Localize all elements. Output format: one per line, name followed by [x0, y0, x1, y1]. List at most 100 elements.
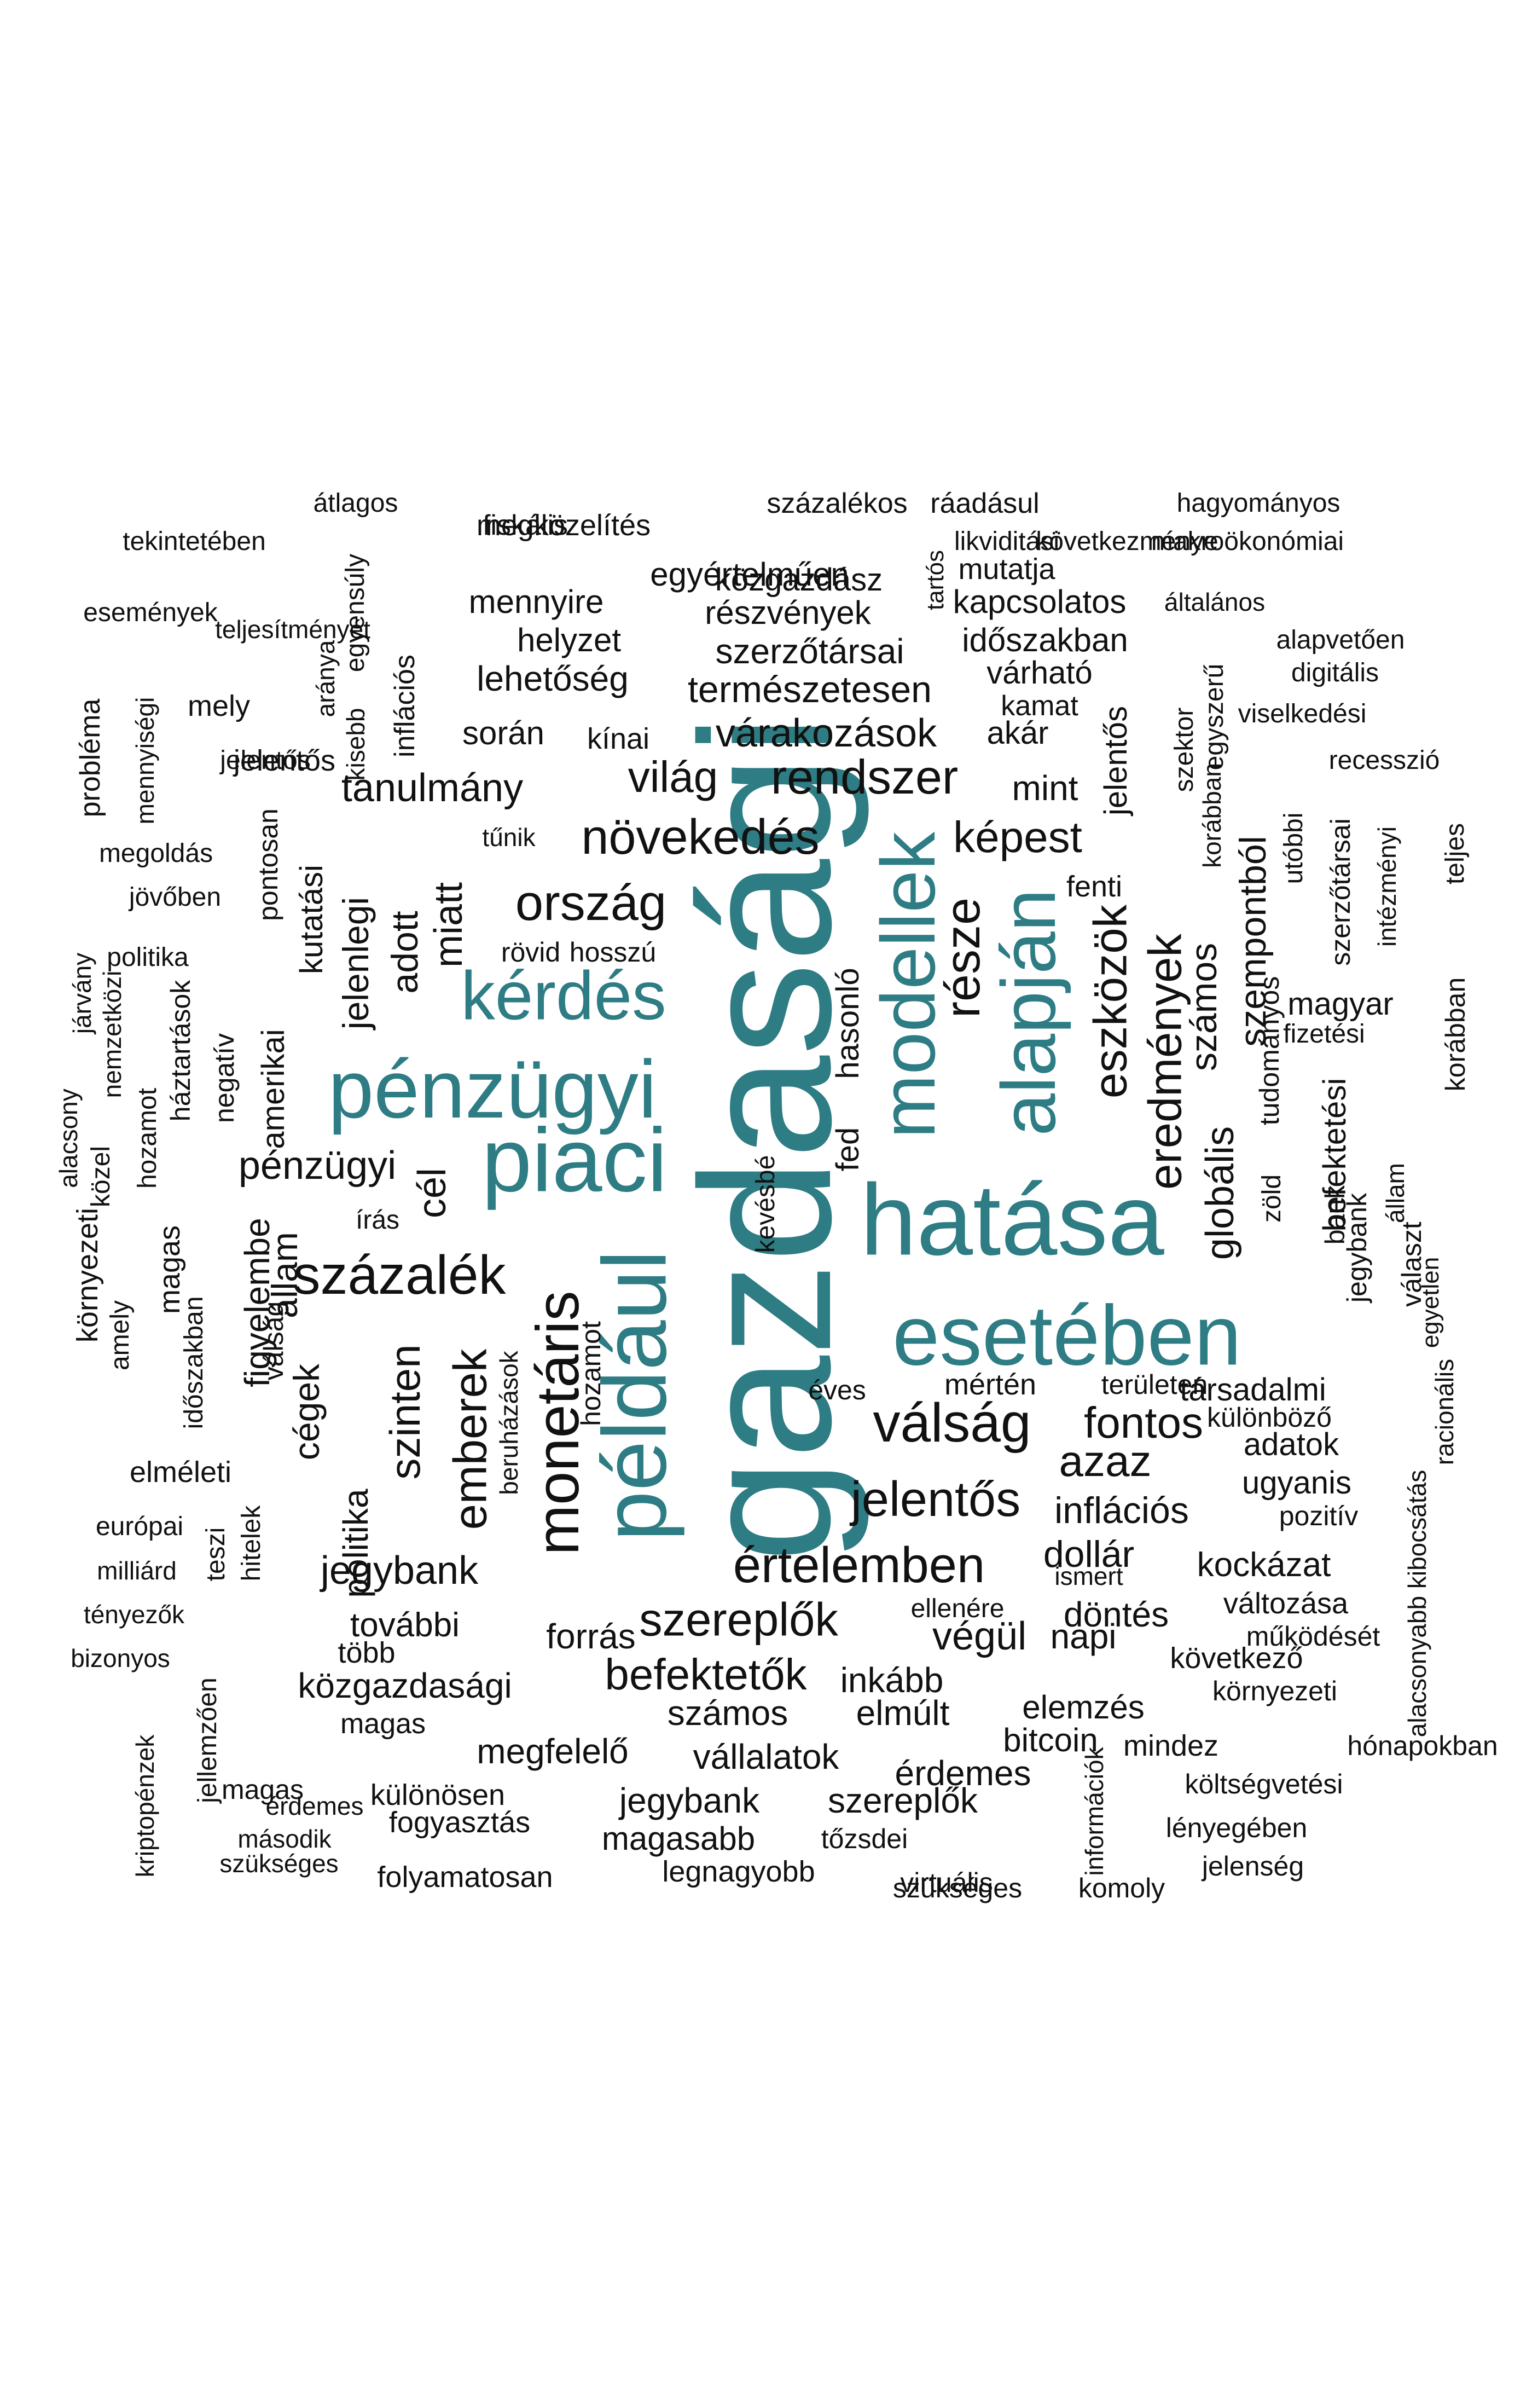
word-nemzetkozi: nemzetközi: [98, 970, 126, 1098]
word-valsag: válság: [258, 1301, 289, 1381]
word-tekinteteben: tekintetében: [123, 527, 266, 556]
word-hatasa: hatása: [860, 1164, 1164, 1277]
word-rendszer: rendszer: [770, 750, 959, 804]
word-szereplok: szereplők: [828, 1781, 978, 1820]
word-makrookonomiai: makroökonómiai: [1151, 527, 1344, 556]
word-jarvany: járvány: [68, 952, 96, 1034]
word-idoszakban: időszakban: [179, 1296, 208, 1429]
word-raadasul: ráadásul: [930, 488, 1040, 519]
word-utobbi: utóbbi: [1279, 812, 1308, 884]
word-szereplok: szereplők: [639, 1594, 838, 1646]
word-novekedes: növekedés: [581, 810, 820, 865]
word-teljesitmenyet: teljesítményét: [215, 615, 370, 644]
word-jelenlegi: jelenlegi: [335, 896, 376, 1030]
word-recesszio: recesszió: [1328, 746, 1440, 775]
word-tovabbi: további: [350, 1606, 460, 1644]
word-allam: állam: [1381, 1163, 1409, 1223]
word-vilag: világ: [628, 752, 718, 801]
word-eredmenyek: eredmények: [1139, 934, 1192, 1190]
word-kepest: képest: [953, 813, 1082, 861]
word-jelentos: jelentős: [220, 746, 311, 775]
word-jelenseg: jelenség: [1202, 1851, 1304, 1882]
word-valtozasa: változása: [1223, 1587, 1349, 1620]
word-kovetkezo: következő: [1170, 1642, 1303, 1675]
word-erdemes: érdemes: [895, 1753, 1031, 1793]
word-kriptopenzek: kriptopénzek: [131, 1734, 159, 1878]
word-resze: része: [936, 897, 990, 1018]
word-teljes: teljes: [1441, 823, 1470, 885]
word-szukseges: szükséges: [219, 1849, 339, 1878]
word-soran: során: [462, 715, 545, 751]
word-tanulmany: tanulmány: [341, 766, 524, 810]
word-adott: adott: [384, 911, 426, 994]
word-tenyezok: tényezők: [83, 1600, 185, 1629]
word-jegybank: jegybank: [1342, 1193, 1372, 1303]
word-valsag: válság: [873, 1392, 1031, 1454]
word-virtualis: virtuális: [900, 1867, 993, 1898]
word-zold: zöld: [1257, 1174, 1286, 1223]
word-jegybank: jegybank: [619, 1781, 760, 1820]
word-fed: fed: [830, 1127, 866, 1172]
word-haztartasok: háztartások: [165, 980, 196, 1122]
word-kevesbe: kevésbé: [751, 1155, 780, 1253]
word-piaci: piaci: [481, 1109, 668, 1211]
word-tozsdei: tőzsdei: [821, 1824, 908, 1854]
word-kornyezeti: környezeti: [71, 1207, 104, 1343]
word-reszvenyek: részvények: [705, 594, 871, 631]
word-akar: akár: [986, 715, 1049, 751]
word-szazalekos: százalékos: [767, 488, 908, 519]
word-masodik: második: [237, 1825, 332, 1853]
word-korabban: korábban: [1440, 977, 1471, 1092]
word-mennyire: mennyire: [468, 583, 604, 620]
word-mely: mely: [187, 690, 251, 722]
word-emberek: emberek: [444, 1348, 497, 1530]
word-fenti: fenti: [1066, 870, 1123, 903]
word-fiskalis: fiskális: [482, 510, 568, 541]
word-merten: mértén: [944, 1368, 1037, 1401]
word-fogyasztas: fogyasztás: [388, 1806, 531, 1839]
word-viselkedesi: viselkedési: [1238, 699, 1367, 728]
word-kornyezeti: környezeti: [1212, 1676, 1337, 1706]
word-negativ: negatív: [209, 1033, 240, 1124]
word-beruhazasok: beruházások: [495, 1351, 523, 1495]
word-egyertelmuen: egyértelműen: [650, 556, 849, 593]
word-azaz: azaz: [1059, 1437, 1152, 1485]
word-szukseges: szükséges: [892, 1873, 1023, 1903]
word-fizetesi: fizetési: [1283, 1020, 1365, 1049]
word-helyzet: helyzet: [517, 622, 622, 658]
word-kovetkezmenye: következménye: [1036, 527, 1218, 556]
word-jelentos: jelentős: [850, 1472, 1021, 1527]
word-ertelemben: értelemben: [733, 1537, 985, 1593]
word-digitalis: digitális: [1291, 658, 1379, 687]
word-likviditasi: likviditási: [954, 527, 1060, 556]
word-kapcsolatos: kapcsolatos: [953, 583, 1127, 620]
word-varakozasok: várakozások: [715, 711, 937, 755]
word-politika: politika: [107, 943, 189, 972]
word-erdemes: érdemes: [265, 1792, 364, 1820]
word-elemzes: elemzés: [1022, 1689, 1145, 1726]
word-politika: politika: [336, 1489, 375, 1598]
word-mennyisegi: mennyiségi: [131, 697, 159, 825]
word-jovoben: jövőben: [129, 883, 222, 912]
word-hagyomanyos: hagyományos: [1176, 489, 1340, 518]
word-termeszetesen: természetesen: [688, 669, 932, 710]
word-kisebb: kisebb: [341, 708, 370, 781]
word-adatok: adatok: [1243, 1427, 1339, 1462]
word-modellek: modellek: [865, 831, 951, 1139]
word-inflacios: inflációs: [389, 655, 421, 757]
word-megoldas: megoldás: [98, 839, 213, 868]
word-orszag: ország: [515, 875, 667, 931]
word-megfelelo: megfelelő: [477, 1732, 629, 1771]
word-pozitiv: pozitív: [1279, 1501, 1359, 1531]
word-teszi: teszi: [201, 1527, 230, 1582]
word-komoly: komoly: [1078, 1873, 1165, 1903]
word-problema: probléma: [74, 698, 106, 818]
word-kozgazdasz: közgazdász: [715, 562, 883, 598]
word-esemenyek: események: [83, 598, 218, 627]
word-penzugyi: pénzügyi: [328, 1043, 657, 1135]
word-korabban: korábban: [1198, 763, 1226, 868]
word-miatt: miatt: [427, 882, 471, 968]
word-egyszeru: egyszerű: [1200, 663, 1229, 771]
word-szerzotarsai: szerzőtársai: [715, 632, 904, 671]
word-kerdes: kérdés: [461, 958, 666, 1034]
